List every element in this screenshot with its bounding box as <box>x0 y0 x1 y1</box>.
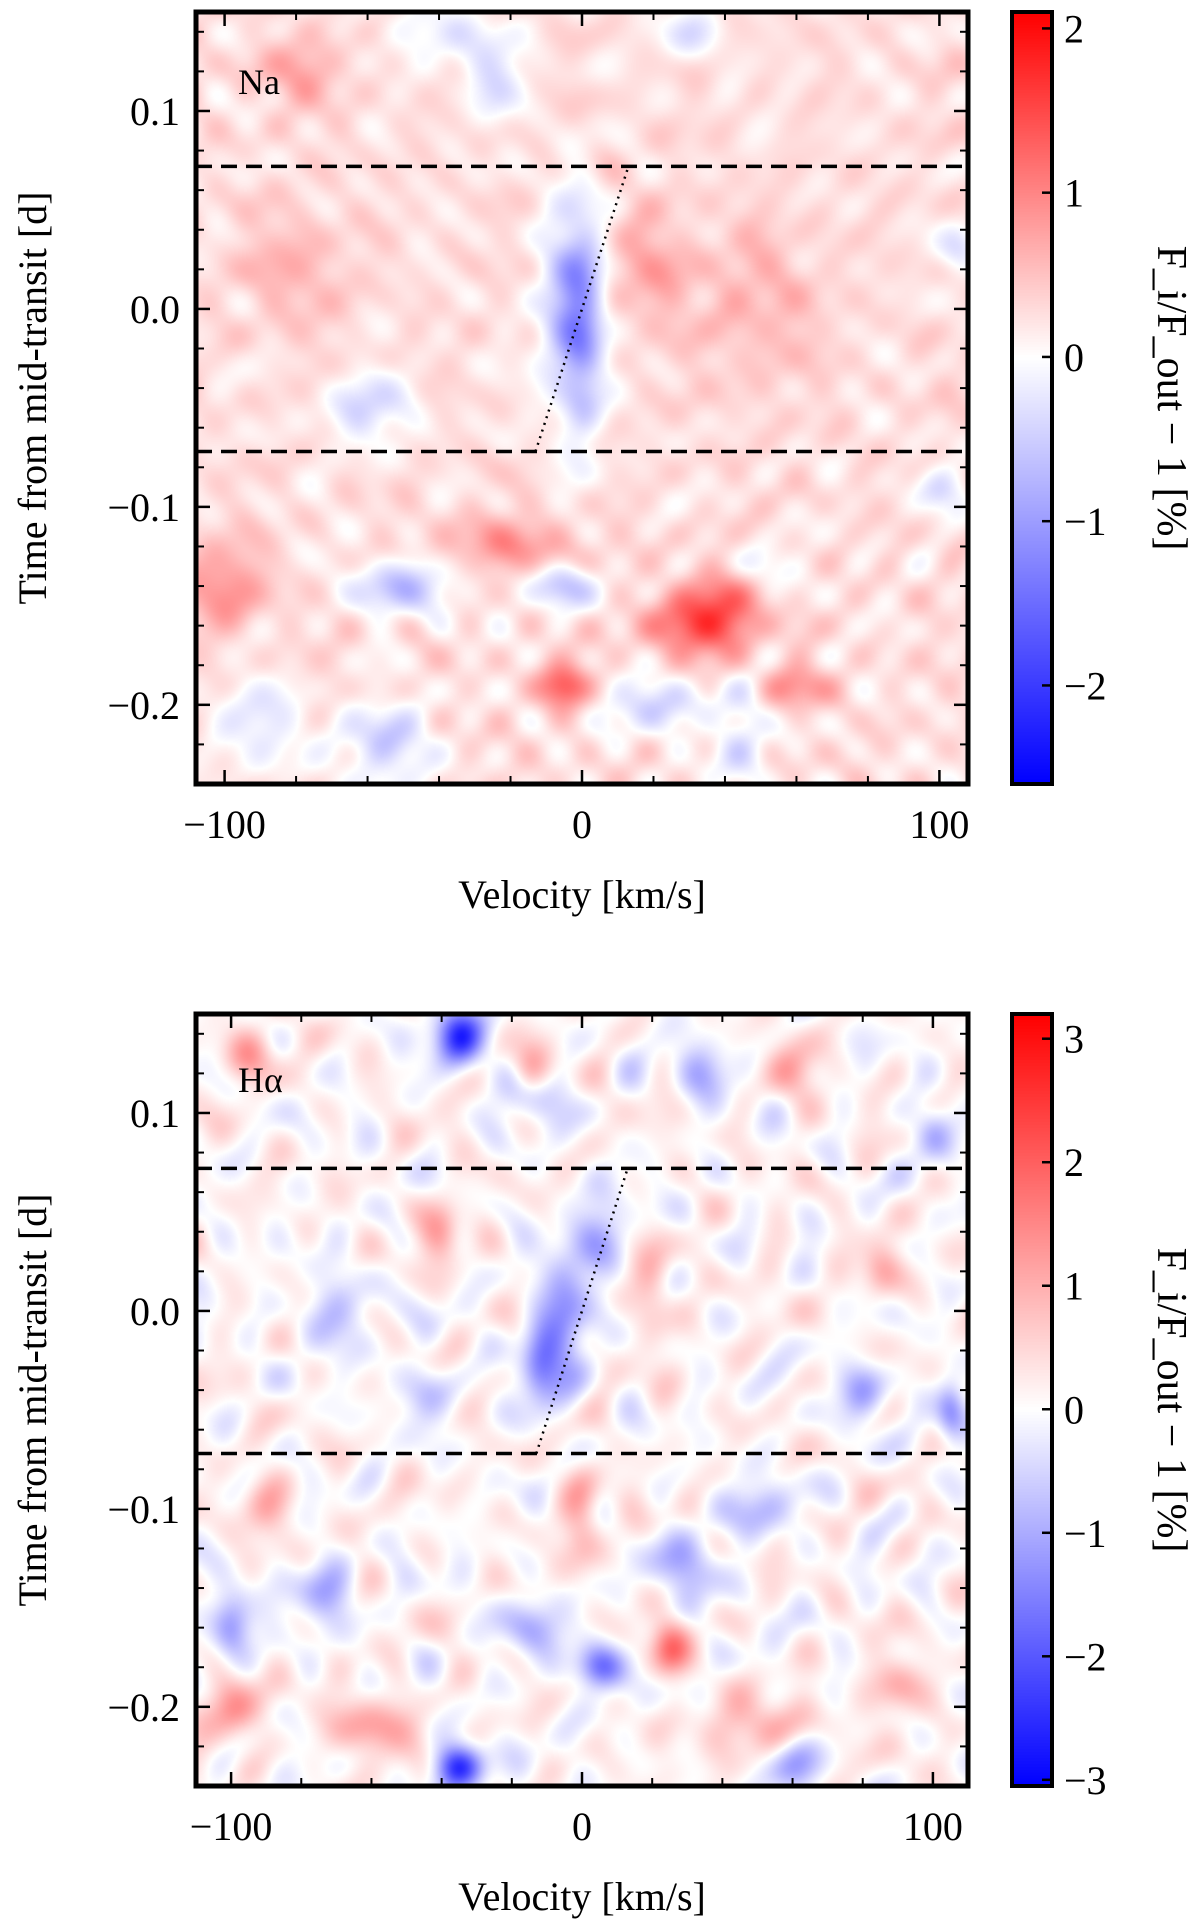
colorbar-ticks-na: 2 1 0 −1 −2 <box>1042 6 1107 708</box>
panel-label-halpha: Hα <box>238 1060 283 1100</box>
heatmap-na <box>196 12 968 784</box>
overlay-na <box>196 164 968 454</box>
y-tick-label-na: −0.2 <box>107 683 180 728</box>
y-axis-label-halpha: Time from mid-transit [d] <box>10 1194 55 1607</box>
colorbar-halpha <box>1012 1014 1052 1786</box>
y-tick-label-halpha: 0.0 <box>130 1289 180 1334</box>
colorbar-tick-label-halpha: 1 <box>1064 1264 1084 1309</box>
colorbar-tick-label-halpha: −2 <box>1064 1634 1107 1679</box>
x-tick-label-halpha: −100 <box>190 1804 273 1849</box>
colorbar-na <box>1012 12 1052 784</box>
colorbar-tick-label-na: 1 <box>1064 171 1084 216</box>
y-tick-label-halpha: −0.1 <box>107 1487 180 1532</box>
x-tick-label-na: 100 <box>909 802 969 847</box>
x-tick-label-halpha: 100 <box>903 1804 963 1849</box>
colorbar-tick-label-halpha: −3 <box>1064 1758 1107 1803</box>
y-axis-label-na: Time from mid-transit [d] <box>10 192 55 605</box>
planet-track-halpha <box>535 1168 629 1454</box>
colorbar-frame-halpha <box>1010 1012 1054 1788</box>
colorbar-frame-na <box>1010 10 1054 786</box>
colorbar-tick-label-halpha: 3 <box>1064 1017 1084 1062</box>
y-tick-label-halpha: −0.2 <box>107 1685 180 1730</box>
x-tick-label-na: −100 <box>183 802 266 847</box>
planet-track-na <box>534 166 630 452</box>
x-tick-label-na: 0 <box>572 802 592 847</box>
heatmap-halpha <box>196 1014 968 1786</box>
overlay-halpha <box>196 1166 968 1456</box>
colorbar-ticks-halpha: 3 2 1 0 −1 −2 −3 <box>1042 1017 1107 1803</box>
colorbar-tick-label-na: −2 <box>1064 663 1107 708</box>
x-axis-label-na: Velocity [km/s] <box>458 872 706 917</box>
colorbar-label-na: F_i/F_out − 1 [%] <box>1148 246 1194 551</box>
colorbar-tick-label-halpha: −1 <box>1064 1511 1107 1556</box>
colorbar-tick-label-halpha: 0 <box>1064 1387 1084 1432</box>
y-tick-label-na: 0.1 <box>130 89 180 134</box>
panel-na: −100 0 100 −0.2 −0.1 0.0 0.1 Na Velocity [km/s… <box>10 6 1194 917</box>
y-tick-label-halpha: 0.1 <box>130 1091 180 1136</box>
colorbar-tick-label-na: 0 <box>1064 335 1084 380</box>
y-tick-label-na: 0.0 <box>130 287 180 332</box>
panel-halpha: −100 0 100 −0.2 −0.1 0.0 0.1 Hα Velocity [km/s… <box>10 1011 1194 1919</box>
y-tick-label-na: −0.1 <box>107 485 180 530</box>
colorbar-tick-label-na: 2 <box>1064 6 1084 51</box>
colorbar-label-halpha: F_i/F_out − 1 [%] <box>1148 1248 1194 1553</box>
x-axis-label-halpha: Velocity [km/s] <box>458 1874 706 1919</box>
x-tick-label-halpha: 0 <box>572 1804 592 1849</box>
axes-halpha: −100 0 100 −0.2 −0.1 0.0 0.1 <box>107 1014 968 1849</box>
panel-label-na: Na <box>238 62 280 102</box>
colorbar-tick-label-na: −1 <box>1064 499 1107 544</box>
colorbar-tick-label-halpha: 2 <box>1064 1140 1084 1185</box>
axes-na: −100 0 100 −0.2 −0.1 0.0 0.1 <box>107 12 969 847</box>
